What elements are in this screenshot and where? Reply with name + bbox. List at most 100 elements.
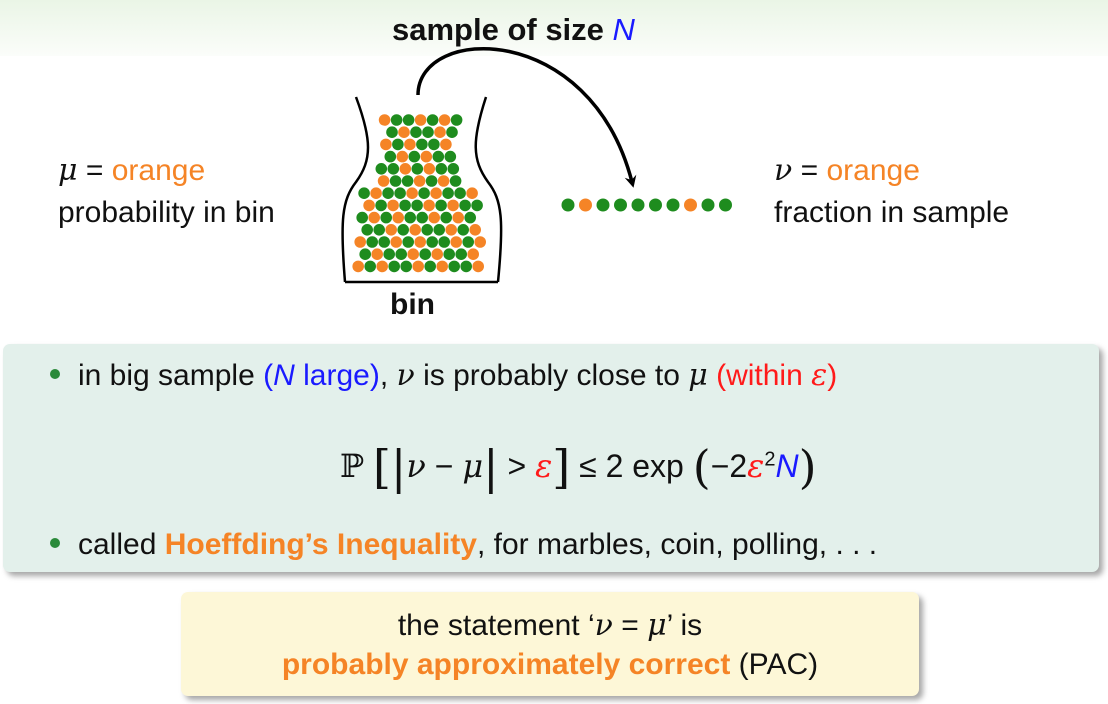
bin-marble xyxy=(450,114,463,126)
bin-marble xyxy=(426,114,439,126)
bin-marble xyxy=(390,114,403,126)
pac-post: ’ is xyxy=(666,609,703,642)
bin-outline-right xyxy=(474,96,503,283)
pac-pre: the statement ‘ xyxy=(397,609,595,642)
bin-outline-left xyxy=(341,96,370,283)
bin-marbles xyxy=(352,114,487,273)
bin-marble xyxy=(411,163,424,175)
nu-orange: orange xyxy=(826,154,920,187)
bin-marble xyxy=(398,126,410,138)
bullet-dot xyxy=(50,538,60,549)
b2-text: called xyxy=(78,528,165,561)
bin-marble xyxy=(370,187,382,199)
bin-marble xyxy=(409,224,422,236)
bin-marble xyxy=(380,138,392,151)
bin-marble xyxy=(416,138,428,151)
bin-marble xyxy=(460,260,473,273)
bin-marble xyxy=(469,224,482,236)
bin-marble xyxy=(385,224,398,236)
pac-acronym: (PAC) xyxy=(730,648,819,681)
f-sq: 2 xyxy=(764,448,776,471)
pac-mu: μ xyxy=(647,608,667,643)
bin-marble xyxy=(434,126,446,138)
bin-marble xyxy=(433,224,446,236)
bin-marble xyxy=(422,126,434,138)
sample-marble xyxy=(666,198,680,212)
bullet-1: in big sample (N large), ν is probably c… xyxy=(50,358,837,393)
bin-marble xyxy=(436,260,449,273)
mu-orange: orange xyxy=(111,154,206,187)
f-eps2: ε xyxy=(747,447,765,485)
bin-marble xyxy=(410,126,422,138)
bin-marble xyxy=(356,211,369,224)
f-rparen: ) xyxy=(798,440,817,494)
bin-marble xyxy=(384,150,397,163)
sample-marble xyxy=(649,198,662,212)
bin-marble xyxy=(359,248,372,260)
bin-marble xyxy=(459,199,471,212)
bin-marble xyxy=(388,260,401,273)
b1-text2: is probably close to xyxy=(414,359,689,392)
f-mu: μ xyxy=(462,447,484,485)
bin-marble xyxy=(368,211,381,224)
title: sample of size N xyxy=(392,12,635,48)
pac-line1: the statement ‘ν = μ’ is xyxy=(181,608,919,643)
bin-marble xyxy=(467,248,480,260)
bin-marble xyxy=(449,175,462,187)
bin-marble xyxy=(363,199,375,212)
bin-marble xyxy=(387,163,400,175)
f-eps: ε xyxy=(535,447,553,485)
bin-marble xyxy=(408,150,421,163)
bin-marble xyxy=(431,248,444,260)
bin-marble xyxy=(423,163,436,175)
sample-marbles xyxy=(561,198,732,212)
f-lparen: ( xyxy=(692,440,711,494)
bin-marble xyxy=(421,224,434,236)
pac-eq: = xyxy=(612,609,648,642)
bin-marble xyxy=(394,187,406,199)
bin-marble xyxy=(396,150,409,163)
bin-marble xyxy=(395,248,408,260)
bin-marble xyxy=(428,138,440,151)
bin-marble xyxy=(426,236,439,248)
bin-marble xyxy=(428,211,441,224)
bin-marble xyxy=(424,260,437,273)
bin-marble xyxy=(373,224,386,236)
bin-marble xyxy=(455,248,468,260)
bin-marble xyxy=(472,260,485,273)
bin-marble xyxy=(414,114,427,126)
b1-mu: μ xyxy=(688,358,708,393)
bin-marble xyxy=(442,187,454,199)
bin-marble xyxy=(418,187,430,199)
bin-marble xyxy=(416,211,429,224)
f-nu: ν xyxy=(406,447,426,485)
title-var-n: N xyxy=(612,12,635,47)
bin-marble xyxy=(437,175,450,187)
bin-marble xyxy=(435,163,448,175)
bin-marble xyxy=(452,211,465,224)
bin-marble xyxy=(457,224,470,236)
bin-marble xyxy=(454,187,466,199)
bin-marble xyxy=(377,175,390,187)
bin-marble xyxy=(443,248,456,260)
pac-nu: ν xyxy=(594,608,613,643)
bin-marble xyxy=(402,236,415,248)
bin-marble xyxy=(438,236,451,248)
bullet-2: called Hoeffding’s Inequality, for marbl… xyxy=(50,528,877,562)
bin-marble xyxy=(364,260,377,273)
bin-marble xyxy=(358,187,370,199)
f-abs1: | xyxy=(390,440,407,494)
b1-nu: ν xyxy=(396,358,415,393)
bin-marble xyxy=(435,199,447,212)
bin-marble xyxy=(375,199,387,212)
sample-marble xyxy=(614,198,627,212)
bin-marble xyxy=(397,224,410,236)
sample-marble xyxy=(701,198,715,212)
bin-marble xyxy=(423,199,435,212)
bin-marble xyxy=(440,138,452,151)
hoeffding-formula: ℙ [|ν − μ| > ε] ≤ 2 exp (−2ε2N) xyxy=(340,440,817,494)
bin-marble xyxy=(414,236,427,248)
bin-marble xyxy=(471,199,483,212)
bin-marble xyxy=(378,236,391,248)
mu-label: μ = orange probability in bin xyxy=(58,150,275,234)
